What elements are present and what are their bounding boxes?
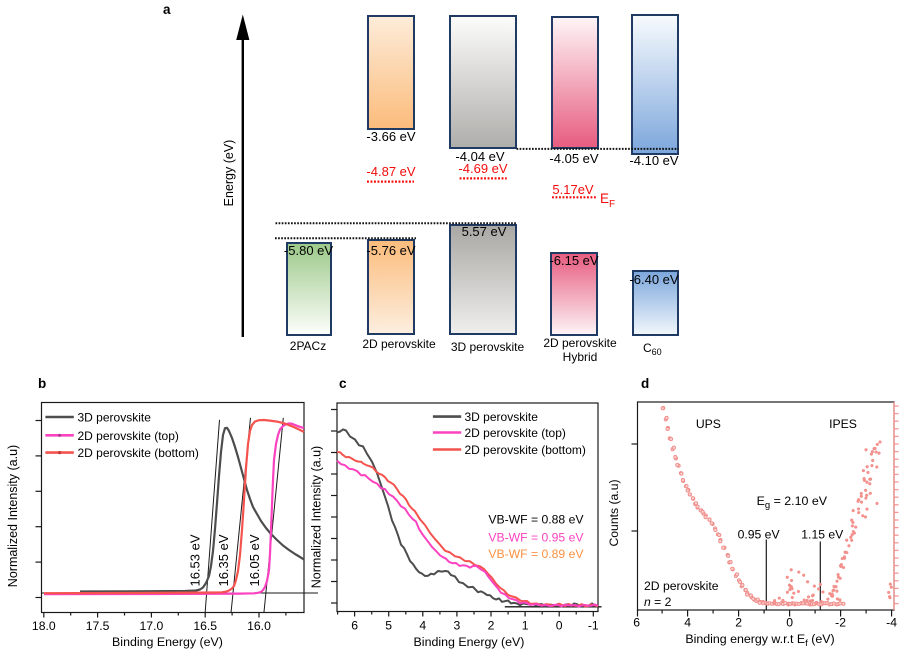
svg-text:6: 6	[633, 616, 640, 630]
svg-text:2D perovskite (top): 2D perovskite (top)	[78, 429, 179, 443]
svg-text:2D perovskite (top): 2D perovskite (top)	[465, 426, 566, 440]
svg-text:Binding energy w.r.t Ef (eV): Binding energy w.r.t Ef (eV)	[685, 632, 834, 649]
svg-text:18.0: 18.0	[32, 619, 56, 633]
svg-text:2D perovskite (bottom): 2D perovskite (bottom)	[78, 446, 199, 460]
svg-text:1.15 eV: 1.15 eV	[801, 528, 844, 542]
svg-text:2D perovskite (bottom): 2D perovskite (bottom)	[465, 443, 586, 457]
svg-text:n = 2: n = 2	[644, 595, 672, 609]
svg-text:VB-WF = 0.88 eV: VB-WF = 0.88 eV	[488, 513, 584, 527]
svg-text:IPES: IPES	[829, 417, 857, 431]
svg-text:0: 0	[556, 619, 563, 633]
svg-text:2D perovskite: 2D perovskite	[644, 579, 719, 593]
svg-text:16.35 eV: 16.35 eV	[216, 534, 231, 586]
svg-text:VB-WF = 0.89 eV: VB-WF = 0.89 eV	[488, 547, 584, 561]
svg-text:0: 0	[786, 616, 793, 630]
svg-text:0.95 eV: 0.95 eV	[738, 528, 781, 542]
svg-text:VB-WF = 0.95 eV: VB-WF = 0.95 eV	[488, 531, 584, 545]
svg-text:2: 2	[735, 616, 742, 630]
svg-text:-2: -2	[835, 616, 846, 630]
svg-text:-4: -4	[886, 616, 897, 630]
svg-text:Binding Energy (eV): Binding Energy (eV)	[414, 635, 525, 649]
svg-text:2: 2	[488, 619, 495, 633]
svg-text:Binding Energy (eV): Binding Energy (eV)	[112, 635, 223, 649]
svg-text:5: 5	[385, 619, 392, 633]
svg-text:16.53 eV: 16.53 eV	[187, 534, 202, 586]
svg-text:Eg = 2.10 eV: Eg = 2.10 eV	[757, 494, 828, 511]
svg-text:Normalized Intensity (a.u): Normalized Intensity (a.u)	[6, 445, 20, 587]
svg-text:3: 3	[454, 619, 461, 633]
svg-text:16.05 eV: 16.05 eV	[247, 534, 262, 586]
svg-text:4: 4	[419, 619, 426, 633]
svg-text:3D perovskite: 3D perovskite	[78, 411, 152, 425]
svg-text:-1: -1	[588, 619, 599, 633]
svg-text:UPS: UPS	[696, 417, 721, 431]
svg-text:Normalized Intensity (a.u): Normalized Intensity (a.u)	[310, 446, 324, 588]
svg-text:1: 1	[522, 619, 529, 633]
svg-text:16.0: 16.0	[247, 619, 271, 633]
svg-text:Counts (a.u): Counts (a.u)	[607, 479, 621, 546]
svg-text:3D perovskite: 3D perovskite	[465, 410, 539, 424]
svg-text:4: 4	[684, 616, 691, 630]
svg-text:17.5: 17.5	[86, 619, 110, 633]
svg-text:17.0: 17.0	[140, 619, 164, 633]
svg-text:6: 6	[351, 619, 358, 633]
svg-text:16.5: 16.5	[193, 619, 217, 633]
